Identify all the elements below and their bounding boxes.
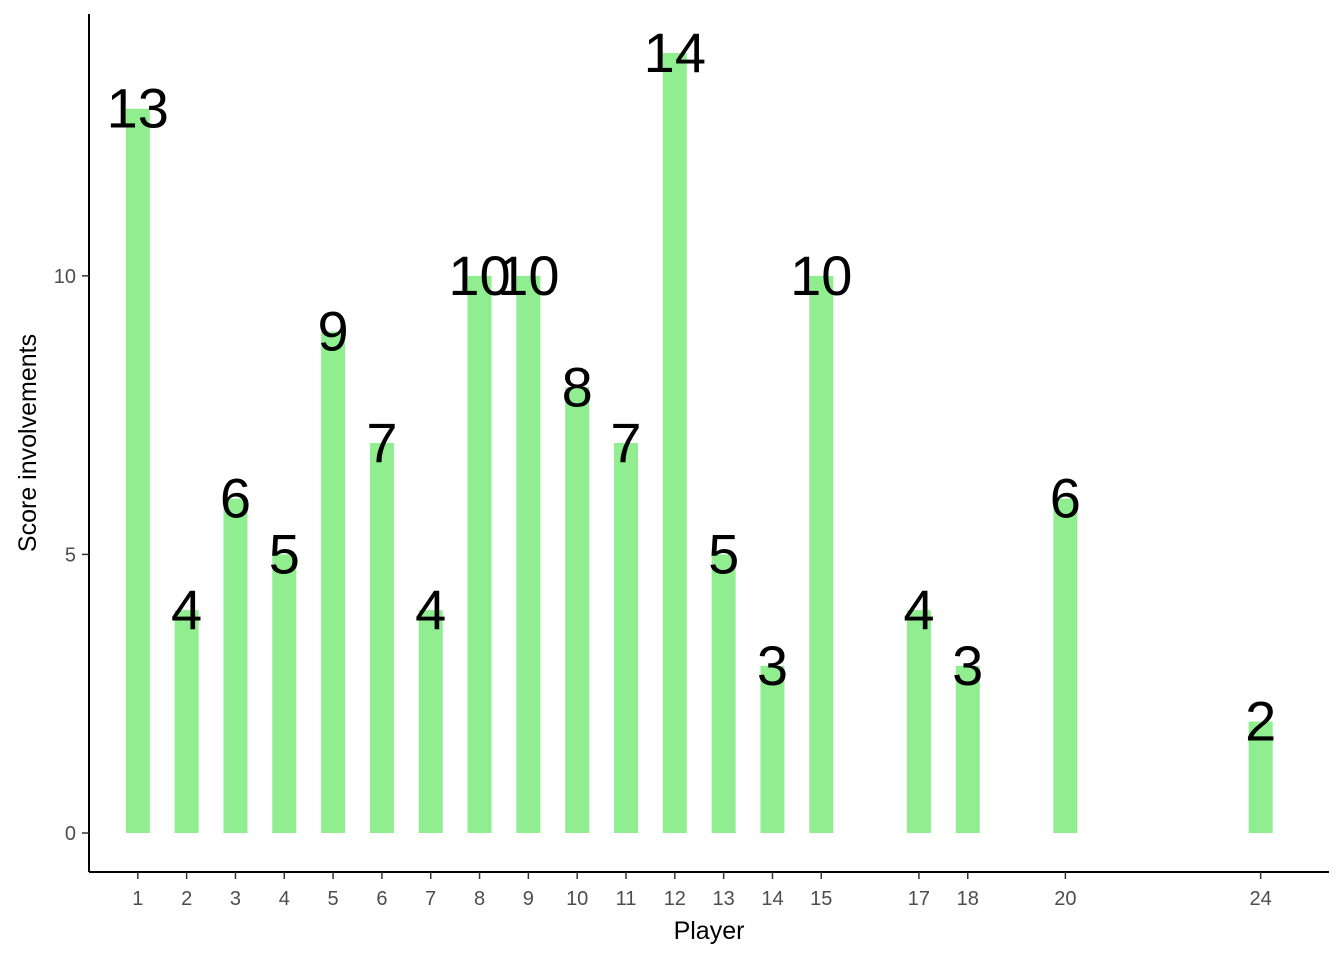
data-label-player-8: 10: [448, 244, 510, 307]
bar-player-20: [1053, 498, 1078, 833]
x-tick-label-9: 9: [523, 888, 534, 910]
data-label-player-24: 2: [1245, 690, 1276, 753]
bar-player-9: [516, 275, 541, 833]
x-tick-label-17: 17: [908, 888, 930, 910]
bar-player-2: [174, 610, 199, 833]
x-tick-label-24: 24: [1250, 888, 1272, 910]
y-tick-label-0: 0: [65, 823, 76, 845]
bar-player-13: [711, 554, 736, 833]
bar-player-1: [125, 108, 150, 833]
data-label-player-14: 3: [757, 634, 788, 697]
data-label-player-3: 6: [220, 467, 251, 530]
bar-player-11: [614, 443, 639, 833]
data-label-player-20: 6: [1050, 467, 1081, 530]
data-label-player-9: 10: [497, 244, 559, 307]
data-label-player-6: 7: [366, 411, 397, 474]
x-axis-title: Player: [674, 917, 745, 945]
y-axis-ticks: 0 5 10: [54, 266, 89, 845]
data-label-player-17: 4: [903, 578, 934, 641]
data-label-player-2: 4: [171, 578, 202, 641]
x-tick-label-2: 2: [181, 888, 192, 910]
x-tick-label-13: 13: [713, 888, 735, 910]
bar-player-18: [955, 665, 980, 833]
bar-player-5: [321, 331, 346, 833]
bar-player-6: [369, 443, 394, 833]
x-tick-label-6: 6: [376, 888, 387, 910]
data-label-player-15: 10: [790, 244, 852, 307]
x-axis-ticks: 1 2 3 4 5 6 7 8 9 10 11 12 13 14 15 17 18 20 24: [132, 872, 1272, 910]
x-tick-label-5: 5: [328, 888, 339, 910]
x-tick-label-4: 4: [279, 888, 290, 910]
bars-group: [125, 53, 1273, 833]
bar-player-24: [1248, 721, 1273, 833]
x-tick-label-8: 8: [474, 888, 485, 910]
x-tick-label-11: 11: [616, 888, 637, 910]
data-label-player-7: 4: [415, 578, 446, 641]
x-tick-label-15: 15: [810, 888, 832, 910]
bar-player-8: [467, 275, 492, 833]
bar-player-7: [418, 610, 443, 833]
y-tick-label-5: 5: [65, 544, 76, 566]
data-label-player-1: 13: [107, 77, 169, 140]
data-label-player-5: 9: [318, 300, 349, 363]
bar-player-10: [565, 387, 590, 833]
x-tick-label-14: 14: [761, 888, 783, 910]
data-label-player-18: 3: [952, 634, 983, 697]
bar-player-3: [223, 498, 248, 833]
bar-player-17: [906, 610, 931, 833]
y-tick-label-10: 10: [54, 266, 76, 288]
x-tick-label-12: 12: [664, 888, 686, 910]
data-label-player-11: 7: [610, 411, 641, 474]
bar-player-4: [272, 554, 297, 833]
y-axis-title: Score involvements: [14, 334, 42, 552]
bar-player-15: [809, 275, 834, 833]
data-label-player-10: 8: [562, 355, 593, 418]
x-tick-label-18: 18: [957, 888, 979, 910]
bar-player-12: [662, 53, 687, 833]
bar-player-14: [760, 665, 785, 833]
x-tick-label-1: 1: [132, 888, 143, 910]
x-tick-label-10: 10: [566, 888, 588, 910]
data-label-player-13: 5: [708, 522, 739, 585]
data-label-player-12: 14: [644, 21, 706, 84]
x-tick-label-20: 20: [1054, 888, 1076, 910]
x-tick-label-7: 7: [425, 888, 436, 910]
data-label-player-4: 5: [269, 522, 300, 585]
x-tick-label-3: 3: [230, 888, 241, 910]
